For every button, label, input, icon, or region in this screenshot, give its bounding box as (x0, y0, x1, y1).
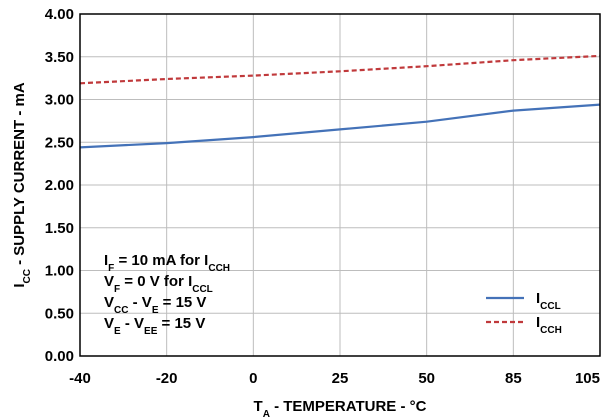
x-tick-label: 25 (332, 370, 349, 387)
y-tick-label: 0.50 (45, 305, 74, 322)
y-axis-label: ICC - SUPPLY CURRENT - mA (11, 82, 33, 287)
annotation-line: VF = 0 V for ICCL (104, 273, 213, 295)
x-tick-label: 50 (418, 370, 435, 387)
annotation-line: VCC - VE = 15 V (104, 294, 206, 316)
x-tick-label: 0 (249, 370, 257, 387)
annotation-line: IF = 10 mA for ICCH (104, 252, 230, 274)
x-tick-label: 85 (505, 370, 522, 387)
legend-label-ccl: ICCL (536, 290, 561, 312)
series-group (79, 54, 601, 149)
series-line-cch (79, 54, 601, 85)
x-tick-label: -40 (69, 370, 91, 387)
y-tick-label: 3.00 (45, 92, 74, 109)
annotation-line: VE - VEE = 15 V (104, 315, 205, 337)
y-tick-label: 0.00 (45, 348, 74, 365)
y-tick-labels: 0.00 0.50 1.00 1.50 2.00 2.50 3.00 3.50 4.00 (45, 6, 74, 365)
x-tick-label: -20 (156, 370, 178, 387)
series-line-ccl (79, 103, 601, 149)
x-tick-labels: -40 -20 0 25 50 85 105 (69, 370, 600, 387)
x-tick-label: 105 (575, 370, 600, 387)
legend-label-cch: ICCH (536, 314, 562, 336)
y-tick-label: 3.50 (45, 49, 74, 66)
x-axis-label: TA - TEMPERATURE - °C (254, 398, 427, 420)
y-tick-label: 2.00 (45, 177, 74, 194)
y-tick-label: 1.50 (45, 220, 74, 237)
y-tick-label: 2.50 (45, 134, 74, 151)
y-tick-label: 1.00 (45, 263, 74, 280)
y-tick-label: 4.00 (45, 6, 74, 23)
plot-frame (79, 13, 601, 357)
